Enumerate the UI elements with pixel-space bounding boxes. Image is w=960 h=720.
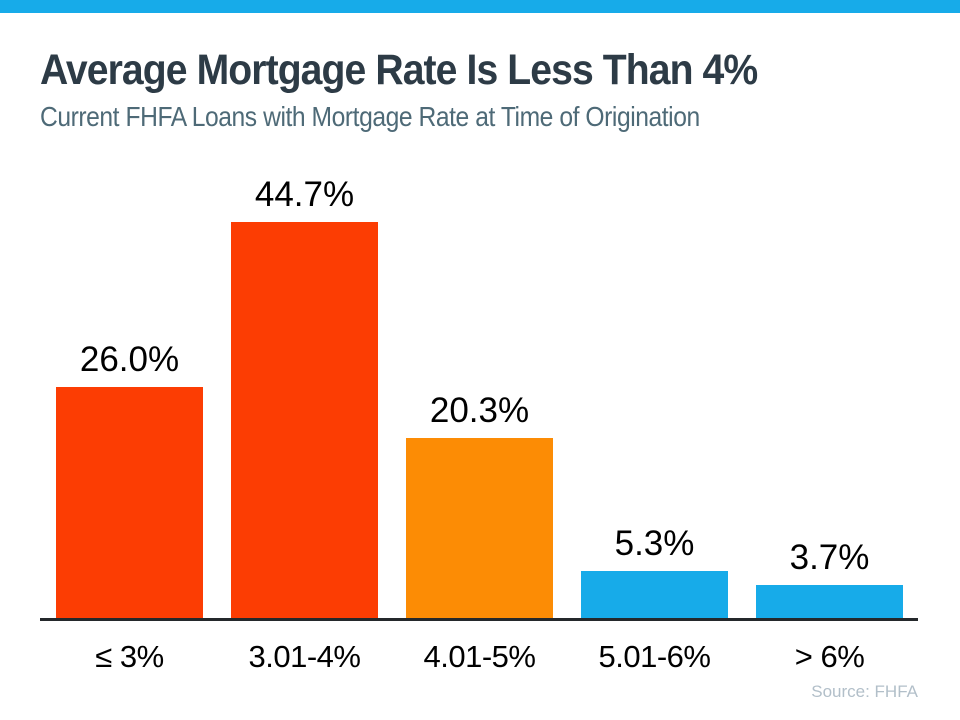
x-axis-label-2: 3.01-4% [248,639,361,674]
bar-3 [406,438,553,618]
chart-title: Average Mortgage Rate Is Less Than 4% [40,46,758,94]
bar-value-label-1: 26.0% [79,340,180,379]
bar-1 [56,387,203,618]
bar-4 [581,571,728,618]
x-axis-label-3: 4.01-5% [423,639,536,674]
source-note: Source: FHFA [811,682,918,701]
bar-2 [231,222,378,618]
bar-value-label-5: 3.7% [789,538,870,577]
x-axis-label-1: ≤ 3% [95,639,164,674]
bar-value-label-2: 44.7% [254,175,355,214]
x-axis-label-4: 5.01-6% [598,639,711,674]
x-axis-label-5: > 6% [794,639,865,674]
bar-value-label-3: 20.3% [429,391,530,430]
top-accent-bar [0,0,960,13]
x-axis-line [40,618,918,621]
chart-subtitle: Current FHFA Loans with Mortgage Rate at… [40,101,700,132]
bar-5 [756,585,903,618]
bar-value-label-4: 5.3% [614,524,695,563]
